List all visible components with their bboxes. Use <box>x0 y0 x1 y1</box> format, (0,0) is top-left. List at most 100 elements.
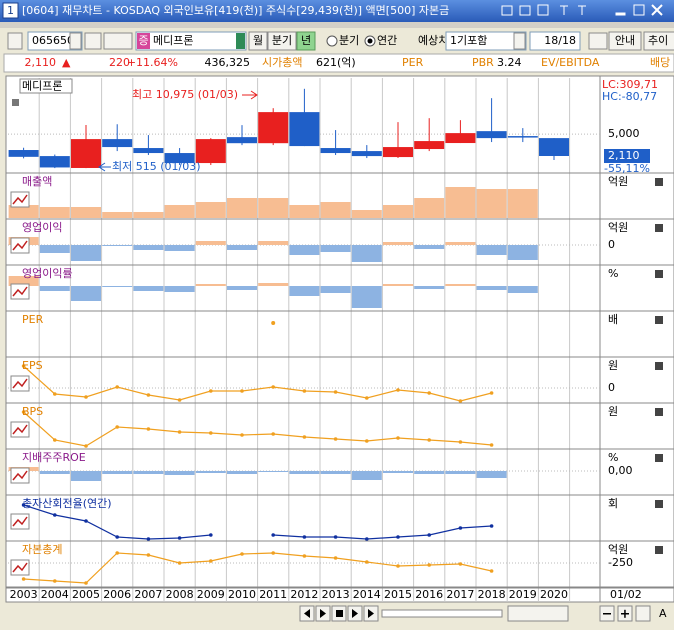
line-point <box>302 554 307 558</box>
period-button[interactable] <box>267 31 297 51</box>
line-point <box>53 579 57 583</box>
window-number: 1 <box>7 4 14 17</box>
x-tick-label: 2004 <box>41 588 69 601</box>
candle-body <box>227 137 257 144</box>
bar <box>258 241 289 245</box>
bar <box>383 284 413 286</box>
guide-button[interactable] <box>608 31 642 51</box>
candle-body <box>507 136 538 138</box>
bar <box>351 286 382 308</box>
line-point <box>177 430 182 434</box>
x-tick-label: 2003 <box>10 588 38 601</box>
bar <box>164 286 195 292</box>
zoom-text: A <box>659 607 667 620</box>
candle-body <box>71 139 101 168</box>
price: 2,110 <box>25 56 57 69</box>
line-point <box>333 437 338 441</box>
line-point <box>240 552 244 556</box>
separator <box>0 22 674 28</box>
close-box[interactable] <box>655 178 663 186</box>
sound-button[interactable] <box>103 32 133 50</box>
close-box[interactable] <box>655 224 663 232</box>
icon-button[interactable] <box>7 32 23 50</box>
line-point <box>396 436 400 440</box>
dropdown[interactable] <box>513 32 526 50</box>
bar <box>289 286 320 296</box>
bar <box>195 284 226 286</box>
bar <box>71 207 101 218</box>
bar <box>476 471 507 478</box>
estimate-select[interactable] <box>445 31 527 51</box>
page-box <box>529 31 581 51</box>
bar <box>227 286 257 290</box>
info-row <box>3 53 674 73</box>
line-point <box>115 425 119 429</box>
grid-icon <box>12 99 19 106</box>
bar <box>39 245 70 253</box>
panel-label: 매출액 <box>22 175 52 188</box>
low-arrow <box>98 162 111 172</box>
period-button-selected[interactable] <box>296 31 316 51</box>
line-point <box>333 556 338 560</box>
candle-body <box>476 131 507 139</box>
bar <box>133 212 164 218</box>
close-box[interactable] <box>655 316 663 324</box>
radio[interactable] <box>326 35 338 47</box>
y-tick-label: 5,000 <box>608 127 640 140</box>
pbr: 3.24 <box>497 56 522 69</box>
bar <box>289 245 320 255</box>
search-button[interactable] <box>84 32 102 50</box>
close-box[interactable] <box>655 408 663 416</box>
bar <box>476 245 507 255</box>
zoom-button[interactable] <box>588 32 608 50</box>
radio-dot <box>367 38 373 44</box>
bar <box>39 286 70 291</box>
candle-body <box>445 133 476 144</box>
div-label: 배당 <box>650 56 670 69</box>
line-point <box>271 551 276 555</box>
bar <box>351 210 382 218</box>
unit-label: 억원 <box>608 543 628 556</box>
line-point <box>84 519 88 523</box>
line-point <box>115 551 119 555</box>
close-box[interactable] <box>655 500 663 508</box>
window-controls[interactable] <box>501 4 663 16</box>
dropdown[interactable] <box>69 32 82 50</box>
chart-area <box>5 75 674 603</box>
close-box[interactable] <box>655 546 663 554</box>
window-number-box <box>2 2 19 19</box>
line <box>23 411 492 447</box>
line-point <box>333 390 338 394</box>
close-box[interactable] <box>655 270 663 278</box>
line-point <box>271 385 276 389</box>
trend-button[interactable] <box>643 31 674 51</box>
line-point <box>53 392 57 396</box>
bar <box>507 286 538 293</box>
line-point <box>240 433 244 437</box>
x-tick-label: 2006 <box>103 588 131 601</box>
unit-label: 원 <box>608 359 618 372</box>
line <box>23 365 492 402</box>
line-point <box>240 389 244 393</box>
stock-name: 메디프론 <box>153 34 193 47</box>
code-input[interactable] <box>27 31 83 51</box>
bar <box>102 212 133 218</box>
bar <box>320 471 351 474</box>
panel-icon-line <box>12 562 28 573</box>
period-button[interactable] <box>248 31 268 51</box>
panel-label: PER <box>22 313 44 326</box>
radio-quarter: 분기 <box>339 34 359 47</box>
close-box[interactable] <box>655 454 663 462</box>
name-input[interactable] <box>135 31 247 51</box>
bar <box>351 471 382 480</box>
close-box[interactable] <box>655 362 663 370</box>
radio-annual: 연간 <box>377 34 397 47</box>
name-dropdown[interactable] <box>236 33 245 49</box>
panel-icon-line <box>12 378 28 389</box>
unit-label: % <box>608 451 618 464</box>
y-tick-label: -250 <box>608 556 633 569</box>
line-point <box>84 395 88 399</box>
change: 220 <box>109 56 130 69</box>
last-price-tag <box>604 149 650 164</box>
y-tick-label: 0 <box>608 381 615 394</box>
